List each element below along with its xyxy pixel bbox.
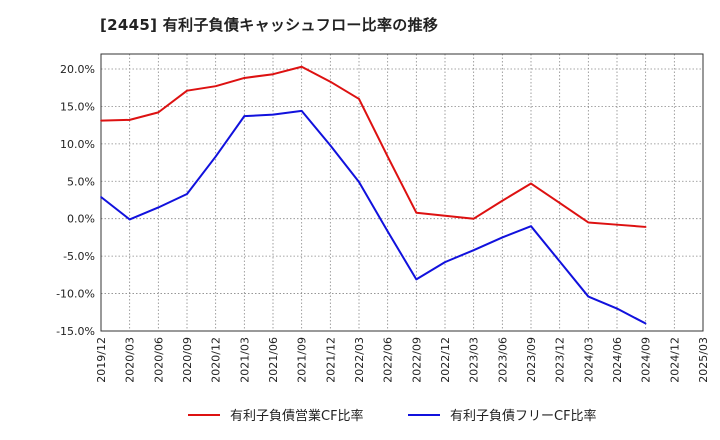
data-point	[587, 295, 590, 298]
x-tick-label: 2024/09	[640, 337, 653, 383]
data-point	[100, 196, 102, 198]
x-tick-label: 2022/06	[382, 337, 395, 383]
legend-label-1: 有利子負債営業CF比率	[230, 408, 364, 424]
x-tick-label: 2025/03	[697, 337, 710, 383]
data-point	[444, 261, 446, 263]
x-tick-label: 2021/12	[324, 337, 337, 383]
x-tick-label: 2021/09	[296, 337, 309, 383]
data-point	[587, 221, 590, 224]
data-point	[415, 211, 418, 214]
data-point	[530, 225, 532, 227]
y-axis-tick-labels: -15.0% -10.0% -5.0% 0.0% 5.0% 10.0% 15.0% 20.0%	[56, 63, 95, 338]
legend-label-2: 有利子負債フリーCF比率	[450, 408, 597, 424]
series-line-2	[100, 109, 647, 325]
grid-lines	[101, 54, 703, 331]
x-tick-label: 2024/06	[611, 337, 624, 383]
y-tick-label: -15.0%	[56, 325, 95, 338]
y-tick-label: 20.0%	[60, 63, 95, 76]
data-point	[558, 260, 561, 263]
data-point	[243, 77, 246, 79]
y-tick-label: 15.0%	[60, 100, 95, 113]
x-tick-label: 2024/03	[582, 337, 595, 383]
x-tick-label: 2024/12	[668, 337, 681, 383]
x-tick-label: 2021/06	[267, 337, 280, 383]
x-tick-label: 2022/03	[353, 337, 366, 383]
data-point	[300, 65, 303, 68]
data-point	[644, 226, 647, 228]
data-point	[186, 193, 188, 195]
data-point	[530, 182, 532, 185]
data-point	[272, 73, 274, 76]
x-tick-label: 2020/12	[210, 337, 223, 383]
data-point	[329, 144, 332, 147]
x-tick-label: 2020/03	[124, 337, 137, 383]
data-point	[472, 217, 475, 220]
data-point	[272, 113, 274, 116]
data-point	[558, 202, 561, 204]
x-tick-label: 2023/09	[525, 337, 538, 383]
data-point	[157, 111, 160, 114]
x-tick-label: 2023/06	[496, 337, 509, 383]
data-point	[100, 119, 102, 122]
series-lines	[100, 65, 647, 325]
data-point	[128, 218, 131, 221]
data-point	[214, 155, 217, 158]
data-point	[616, 223, 618, 226]
x-tick-label: 2019/12	[95, 337, 108, 383]
legend: 有利子負債営業CF比率 有利子負債フリーCF比率	[188, 408, 597, 424]
x-tick-label: 2023/03	[468, 337, 481, 383]
data-point	[415, 278, 418, 281]
data-point	[616, 307, 618, 310]
y-tick-label: 0.0%	[67, 213, 95, 226]
series-line-1	[100, 65, 646, 228]
x-tick-label: 2021/03	[238, 337, 251, 383]
data-point	[472, 249, 475, 251]
data-point	[501, 236, 504, 239]
x-tick-label: 2022/12	[439, 337, 452, 383]
x-tick-label: 2023/12	[554, 337, 567, 383]
data-point	[358, 181, 360, 183]
data-point	[644, 322, 647, 325]
y-tick-label: -5.0%	[63, 250, 95, 263]
x-axis-tick-labels: 2019/12 2020/03 2020/06 2020/09 2020/12 2021/…	[95, 337, 710, 383]
data-point	[243, 115, 246, 117]
chart-title: [2445] 有利子負債キャッシュフロー比率の推移	[100, 16, 439, 34]
data-point	[128, 119, 131, 121]
data-point	[501, 199, 504, 202]
y-tick-label: -10.0%	[56, 288, 95, 301]
data-point	[329, 80, 332, 83]
data-point	[444, 214, 446, 217]
plot-area-frame	[100, 53, 704, 332]
data-point	[214, 85, 217, 87]
data-point	[358, 98, 360, 100]
y-tick-label: 10.0%	[60, 138, 95, 151]
x-tick-label: 2020/09	[181, 337, 194, 383]
data-point	[186, 89, 188, 92]
data-point	[386, 155, 389, 158]
x-tick-label: 2022/09	[410, 337, 423, 383]
x-tick-label: 2020/06	[152, 337, 165, 383]
data-point	[157, 206, 160, 209]
data-point	[386, 230, 389, 233]
data-point	[300, 110, 303, 112]
y-tick-label: 5.0%	[67, 175, 95, 188]
